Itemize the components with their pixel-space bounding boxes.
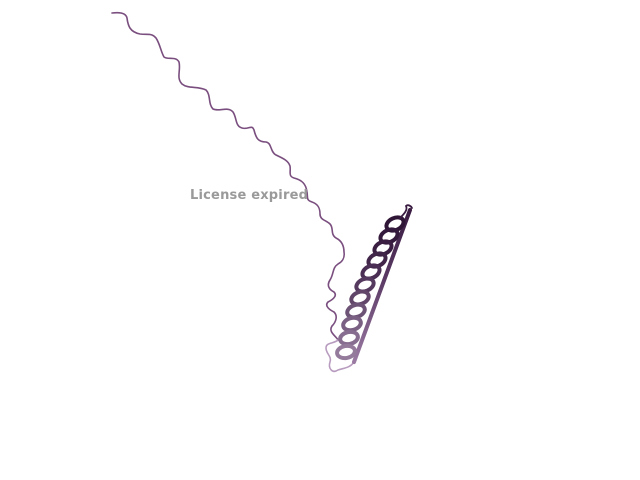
license-watermark: License expired bbox=[190, 188, 309, 203]
coil-tail bbox=[325, 339, 355, 373]
helix-backbone bbox=[352, 208, 412, 364]
coil-strand bbox=[111, 11, 345, 341]
alpha-helix bbox=[335, 215, 406, 361]
helix-terminal bbox=[399, 204, 413, 219]
